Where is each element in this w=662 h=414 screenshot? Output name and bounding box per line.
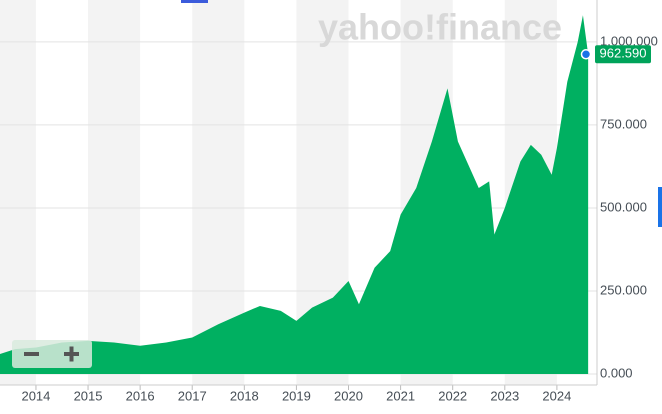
x-tick-label: 2018 (230, 388, 259, 403)
zoom-controls (12, 340, 92, 368)
x-tick-label: 2017 (178, 388, 207, 403)
indicator (658, 187, 662, 227)
x-tick-label: 2021 (386, 388, 415, 403)
y-tick-label: 1.000.000 (600, 33, 658, 48)
area (0, 15, 589, 375)
x-tick-label: 2022 (438, 388, 467, 403)
y-tick-label: 0.000 (600, 365, 633, 380)
x-tick-label: 2020 (334, 388, 363, 403)
zoom-out[interactable] (24, 352, 39, 356)
x-tick-label: 2015 (74, 388, 103, 403)
last-price-dot (580, 49, 592, 60)
y-tick-label: 250.000 (600, 282, 647, 297)
x-tick-label: 2023 (490, 388, 519, 403)
indicator (181, 0, 208, 3)
plot (0, 15, 589, 375)
band (88, 0, 141, 385)
band (0, 0, 36, 385)
zoom-in (69, 346, 74, 362)
x-tick-label: 2019 (282, 388, 311, 403)
y-tick-label: 750.000 (600, 116, 647, 131)
x-tick-label: 2024 (542, 388, 571, 403)
last-price-label: 962.590 (600, 46, 647, 61)
watermark: yahoo!finance (318, 7, 562, 48)
x-tick-label: 2016 (126, 388, 155, 403)
x-tick-label: 2014 (21, 388, 50, 403)
y-tick-label: 500.000 (600, 199, 647, 214)
last-price-box (595, 45, 651, 64)
